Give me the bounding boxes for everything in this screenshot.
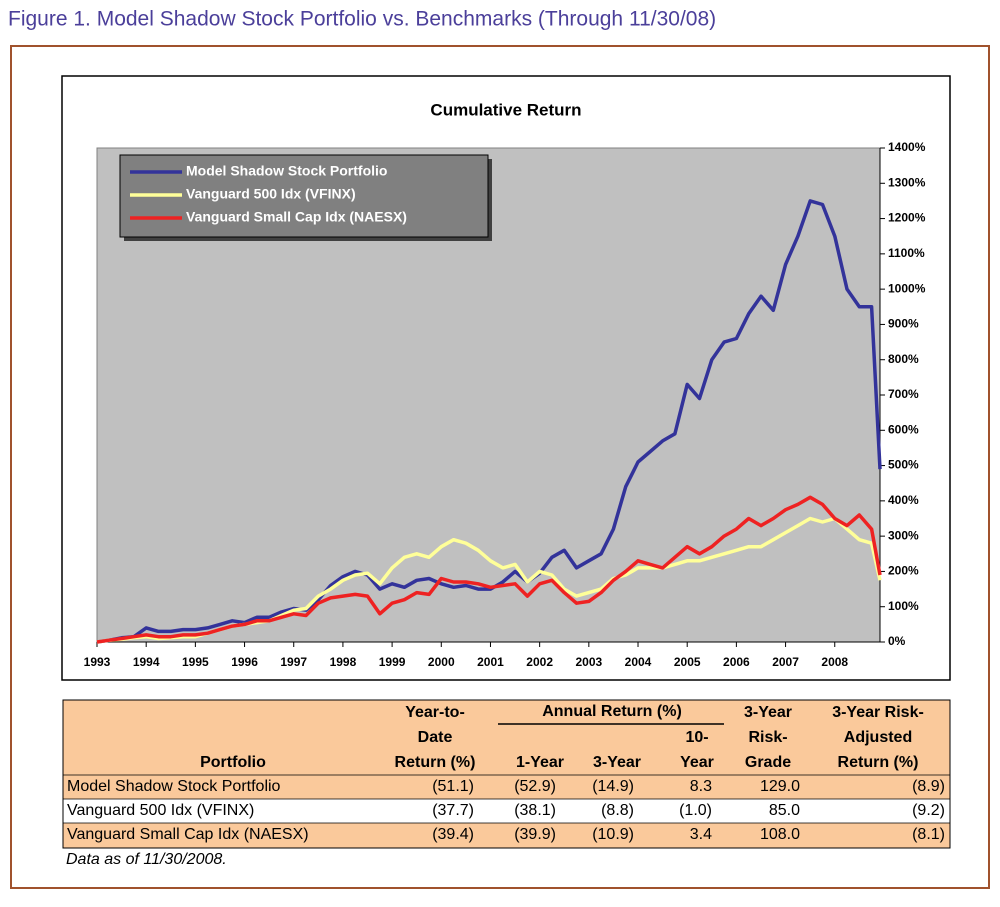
header-cell: 10- xyxy=(685,729,708,746)
y-tick-label: 1400% xyxy=(888,140,926,154)
header-cell: Year-to- xyxy=(405,704,465,721)
header-cell: 1-Year xyxy=(516,754,564,771)
table-cell: Vanguard 500 Idx (VFINX) xyxy=(67,802,254,819)
x-tick-label: 2002 xyxy=(526,655,553,669)
x-tick-label: 1997 xyxy=(280,655,307,669)
legend-entries: Model Shadow Stock Portfolio Vanguard 500… xyxy=(130,163,407,225)
table-border xyxy=(62,699,951,849)
x-tick-label: 1995 xyxy=(182,655,209,669)
x-tick-label: 2005 xyxy=(674,655,701,669)
x-tick-label: 1996 xyxy=(231,655,258,669)
x-tick-label: 2004 xyxy=(625,655,652,669)
y-tick-label: 300% xyxy=(888,528,919,542)
table-cell: (38.1) xyxy=(514,802,556,819)
header-cell: Return (%) xyxy=(838,754,919,771)
table-cell: (8.8) xyxy=(601,802,634,819)
table-cell: (9.2) xyxy=(912,802,945,819)
y-tick-label: 1100% xyxy=(888,246,925,260)
plot: 0% 100% 200% 300% 400% 500% 600% 700% 800% 900% 10… xyxy=(84,140,926,669)
y-tick-label: 1000% xyxy=(888,281,926,295)
table-cell: Vanguard Small Cap Idx (NAESX) xyxy=(67,826,309,843)
y-tick-label: 200% xyxy=(888,564,919,578)
x-tick-label: 1994 xyxy=(133,655,160,669)
y-tick-label: 600% xyxy=(888,422,919,436)
header-cell: Portfolio xyxy=(200,754,266,771)
table-cell: (8.1) xyxy=(912,826,945,843)
header-cell: Annual Return (%) xyxy=(542,703,682,720)
table-cell: (8.9) xyxy=(912,778,945,795)
y-tick-label: 500% xyxy=(888,458,919,472)
x-tick-label: 2001 xyxy=(477,655,504,669)
x-tick-label: 2008 xyxy=(821,655,848,669)
table-cell: (37.7) xyxy=(432,802,474,819)
header-cell: 3-Year xyxy=(593,754,641,771)
table-cell: (14.9) xyxy=(592,778,634,795)
table-cell: (51.1) xyxy=(432,778,474,795)
header-cell: Grade xyxy=(745,754,791,771)
header-cell: Return (%) xyxy=(395,754,476,771)
figure-title: Figure 1. Model Shadow Stock Portfolio v… xyxy=(8,8,716,31)
table-cell: (1.0) xyxy=(679,802,712,819)
y-tick-label: 1300% xyxy=(888,175,926,189)
y-tick-label: 900% xyxy=(888,317,919,331)
legend-label: Model Shadow Stock Portfolio xyxy=(186,163,387,179)
table-cell: (52.9) xyxy=(514,778,556,795)
header-cell: 3-Year Risk- xyxy=(832,704,924,721)
y-tick-label: 700% xyxy=(888,387,919,401)
header-cell: Date xyxy=(418,729,453,746)
table-cell: 129.0 xyxy=(760,778,800,795)
header-cell: Adjusted xyxy=(844,729,912,746)
x-tick-label: 2003 xyxy=(575,655,602,669)
table-cell: 85.0 xyxy=(769,802,800,819)
y-tick-label: 1200% xyxy=(888,211,926,225)
table-note: Data as of 11/30/2008. xyxy=(66,851,227,868)
header-cell: Year xyxy=(680,754,714,771)
frame xyxy=(10,45,990,889)
table-cell: 3.4 xyxy=(690,826,712,843)
x-tick-label: 2007 xyxy=(772,655,799,669)
y-tick-label: 400% xyxy=(888,493,919,507)
header-cell: Risk- xyxy=(748,729,787,746)
chart-title: Cumulative Return xyxy=(430,100,581,119)
y-tick-label: 800% xyxy=(888,352,919,366)
x-tick-label: 1998 xyxy=(330,655,357,669)
table-cell: (39.4) xyxy=(432,826,474,843)
legend-label: Vanguard Small Cap Idx (NAESX) xyxy=(186,209,407,225)
table-cell: 8.3 xyxy=(690,778,712,795)
table-cell: (39.9) xyxy=(514,826,556,843)
header-cell: 3-Year xyxy=(744,704,792,721)
table: Portfolio Year-to- Date Return (%) Annual Re… xyxy=(62,699,951,849)
table-cell: (10.9) xyxy=(592,826,634,843)
x-tick-label: 2006 xyxy=(723,655,750,669)
y-tick-label: 100% xyxy=(888,599,919,613)
table-cell: 108.0 xyxy=(760,826,800,843)
series-line xyxy=(96,199,882,644)
series-line xyxy=(96,495,882,644)
x-tick-label: 2000 xyxy=(428,655,455,669)
row-bg xyxy=(63,799,950,823)
x-tick-label: 1999 xyxy=(379,655,406,669)
table-cell: Model Shadow Stock Portfolio xyxy=(67,778,281,795)
x-tick-label: 1993 xyxy=(84,655,111,669)
y-tick-label: 0% xyxy=(888,634,906,648)
legend-label: Vanguard 500 Idx (VFINX) xyxy=(186,186,356,202)
